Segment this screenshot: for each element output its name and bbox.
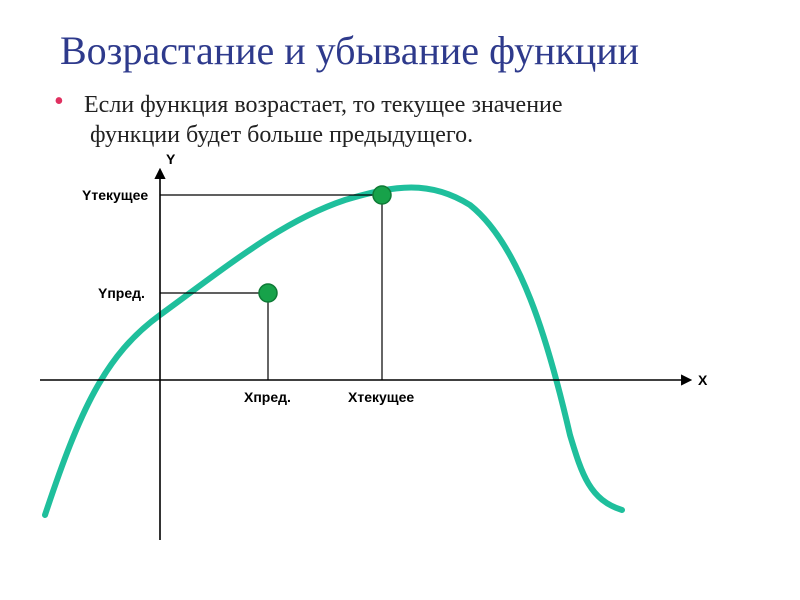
label-xprev: Xпред. bbox=[244, 389, 291, 405]
slide-root: Возрастание и убывание функции Y X Yтекуще… bbox=[0, 0, 800, 600]
dot-prev bbox=[259, 284, 277, 302]
label-X: X bbox=[698, 372, 708, 388]
dot-curr bbox=[373, 186, 391, 204]
function-curve bbox=[45, 188, 622, 516]
bullet-icon: • bbox=[60, 84, 78, 119]
slide-title: Возрастание и убывание функции bbox=[60, 28, 760, 74]
label-xcurr: Xтекущее bbox=[348, 389, 414, 405]
plot-svg: Y X Yтекущее Yпред. Xпред. Xтекущее bbox=[0, 130, 800, 600]
label-Y: Y bbox=[166, 151, 176, 167]
plot-area: Y X Yтекущее Yпред. Xпред. Xтекущее bbox=[0, 130, 800, 600]
label-yprev: Yпред. bbox=[98, 285, 145, 301]
label-ycurr: Yтекущее bbox=[82, 187, 148, 203]
